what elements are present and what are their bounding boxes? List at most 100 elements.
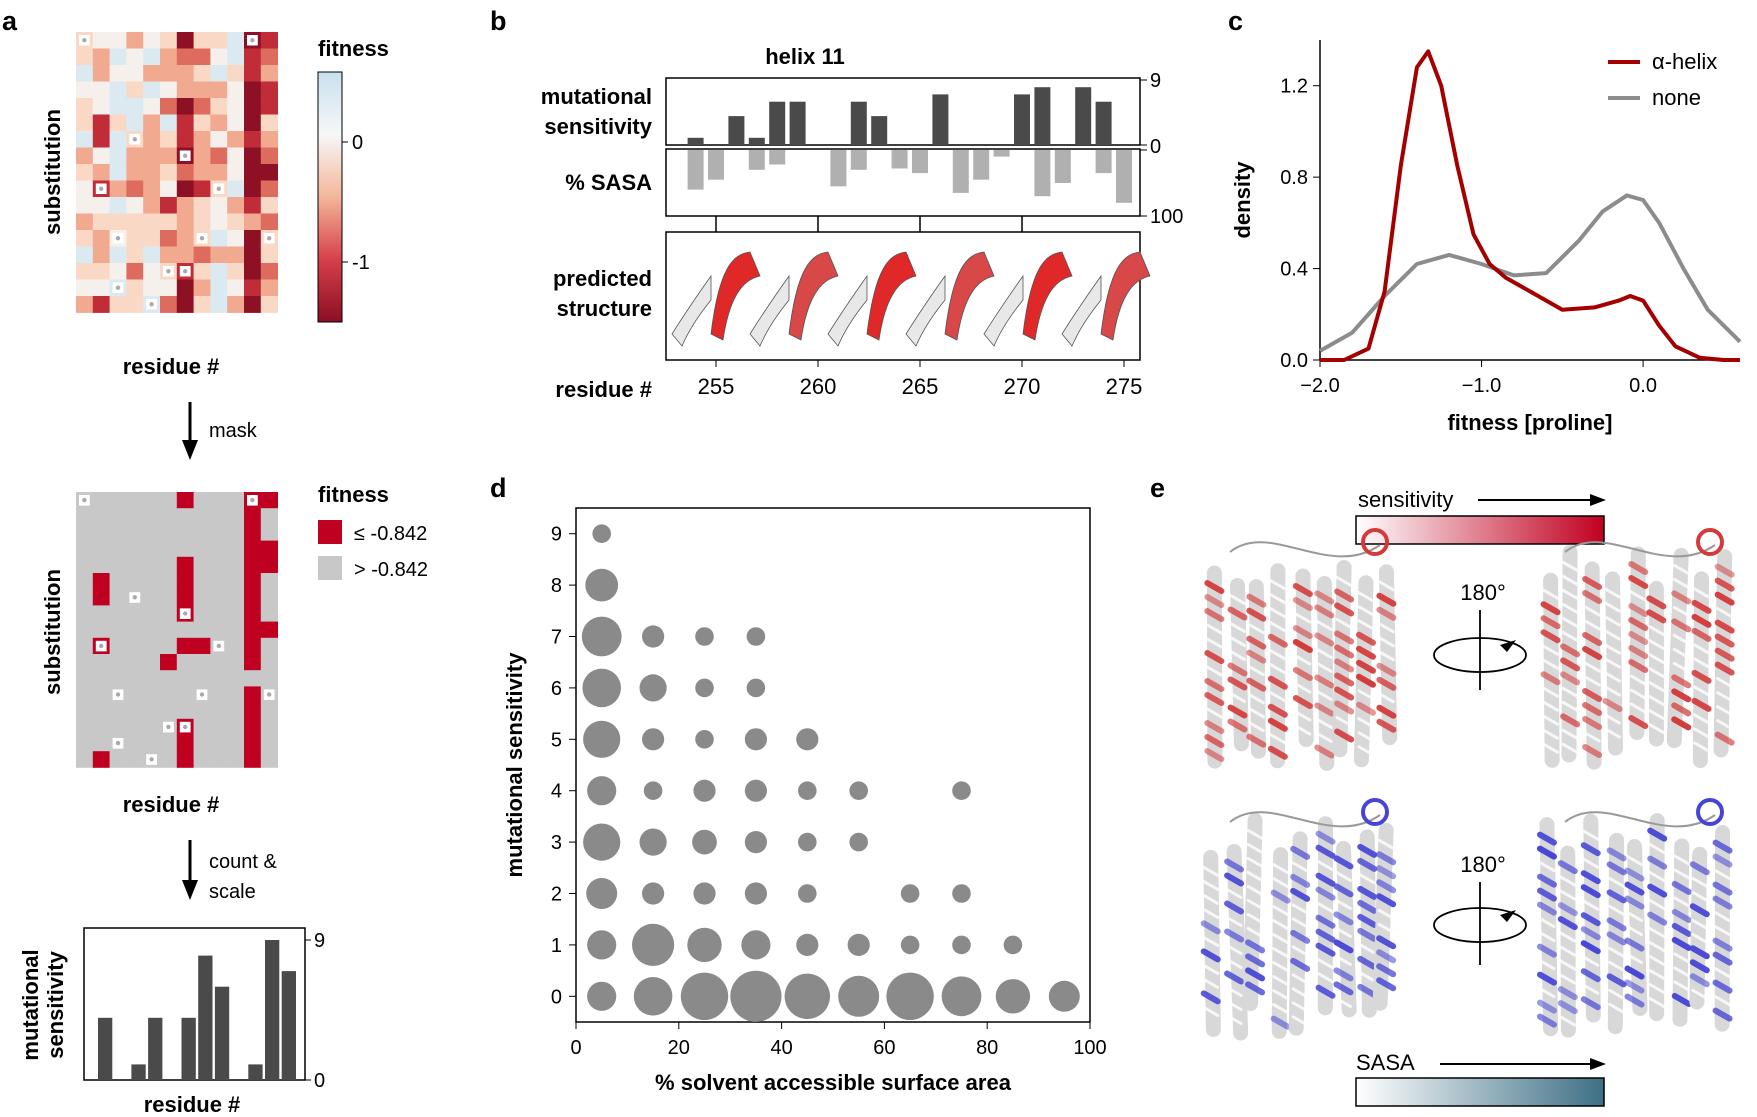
mask-cell xyxy=(176,540,194,558)
mask-cell xyxy=(260,654,278,671)
mask-cell xyxy=(143,718,161,736)
helix-turn xyxy=(1561,574,1579,586)
mask-cell xyxy=(92,751,110,768)
mask-cell xyxy=(260,524,278,541)
sasa-gradient-bar xyxy=(1355,1077,1605,1107)
helix-highlight xyxy=(1560,657,1581,672)
helix-sasa-bar xyxy=(891,150,908,169)
heatmap-cell xyxy=(109,246,127,264)
heatmap-cell xyxy=(244,197,262,214)
heatmap-cell xyxy=(210,32,228,49)
helix-turn xyxy=(1542,728,1560,740)
loop-coil xyxy=(1696,528,1724,556)
heatmap-cell xyxy=(244,164,262,181)
bubble-xlabel: % solvent accessible surface area xyxy=(655,1070,1012,1095)
heatmap-cell xyxy=(260,114,278,132)
helix-highlight xyxy=(1290,887,1311,902)
heatmap-cell xyxy=(210,296,228,313)
wild-type-dot xyxy=(250,497,255,503)
helix-turn xyxy=(1335,715,1353,727)
mask-cell xyxy=(160,621,178,639)
helix-ribbon-segment xyxy=(1022,251,1073,341)
sensitivity-bar xyxy=(198,955,213,1080)
heatmap-cell xyxy=(176,180,194,198)
mask-cell xyxy=(260,637,278,655)
helix-ribbon-segment xyxy=(671,274,712,347)
wild-type-dot xyxy=(115,740,121,746)
wild-type-dot xyxy=(166,269,171,274)
heatmap-cell xyxy=(109,164,127,181)
mask-cell xyxy=(227,589,245,606)
helix-highlight xyxy=(1536,873,1557,888)
density-y-tick-label: 0.8 xyxy=(1280,167,1308,189)
helix-highlight xyxy=(1557,916,1578,931)
bubble-point xyxy=(643,781,663,800)
bubble-point xyxy=(695,730,714,749)
mask-cell xyxy=(143,702,161,720)
helix-highlight xyxy=(1315,984,1336,999)
mask-cell xyxy=(126,621,144,639)
helix-turn xyxy=(1315,689,1333,701)
helix-turn xyxy=(1629,590,1647,602)
helix-turn xyxy=(1561,602,1579,614)
density-x-tick-label: −1.0 xyxy=(1462,375,1501,397)
mask-cell xyxy=(193,654,211,671)
bubble-point xyxy=(744,779,768,802)
heatmap-cell xyxy=(160,48,178,66)
helix-turn xyxy=(1714,967,1732,979)
heatmap-cell xyxy=(176,246,194,264)
mask-cell xyxy=(227,621,245,639)
helix-turn xyxy=(1269,663,1287,675)
colorbar-tick-label-1: -1 xyxy=(352,252,370,274)
helix-turn xyxy=(1648,899,1666,911)
heatmap-cell xyxy=(143,279,161,297)
heatmap-cell xyxy=(227,197,245,214)
mask-cell xyxy=(76,702,94,720)
protein-sensitivity-front xyxy=(1204,528,1398,771)
mask-cell xyxy=(210,589,228,606)
heatmap-cell xyxy=(260,246,278,264)
bubble-y-tick-label: 1 xyxy=(551,935,562,957)
helix-ribbon-segment xyxy=(944,251,995,341)
mask-cell xyxy=(143,508,161,525)
heatmap-cell xyxy=(143,48,161,66)
mask-cell xyxy=(76,686,94,703)
mask-cell xyxy=(109,605,127,622)
helix-turn xyxy=(1716,607,1734,619)
helix-highlight xyxy=(1628,715,1649,730)
helix-highlight xyxy=(1246,677,1267,692)
helix-highlight xyxy=(1624,937,1645,952)
helix-highlight xyxy=(1376,718,1397,733)
mask-cell xyxy=(210,492,228,509)
mask-cell xyxy=(126,751,144,768)
colorbar-tick-label-0: 0 xyxy=(352,132,363,154)
helix-sensitivity-bar xyxy=(769,101,786,145)
mask-cell xyxy=(126,524,144,541)
helix-turn xyxy=(1358,873,1376,885)
heatmap-cell xyxy=(210,131,228,148)
heatmap-cell xyxy=(160,98,178,115)
helix-highlight xyxy=(1376,949,1397,964)
wild-type-dot xyxy=(216,186,221,191)
helix-highlight xyxy=(1204,734,1225,749)
sens-tick-label-0: 0 xyxy=(1150,136,1161,158)
bubble-point xyxy=(798,832,817,852)
mask-cell xyxy=(109,540,127,558)
mask-cell xyxy=(227,524,245,541)
helix-turn xyxy=(1608,904,1626,916)
mask-cell xyxy=(210,735,228,752)
bubble-point xyxy=(693,882,716,905)
loop xyxy=(1564,541,1716,558)
helix-turn xyxy=(1377,636,1395,648)
helix-highlight xyxy=(1292,639,1313,654)
heatmap-cell xyxy=(126,98,144,115)
heatmap-cell xyxy=(193,246,211,264)
helix-highlight xyxy=(1671,922,1692,937)
mask-cell xyxy=(92,735,110,752)
heatmap-cell xyxy=(210,81,228,99)
helix-highlight xyxy=(1357,857,1378,872)
mask-cell xyxy=(109,492,127,509)
mask-cell xyxy=(176,621,194,639)
helix-turn xyxy=(1377,580,1395,592)
heatmap-cell xyxy=(126,114,144,132)
